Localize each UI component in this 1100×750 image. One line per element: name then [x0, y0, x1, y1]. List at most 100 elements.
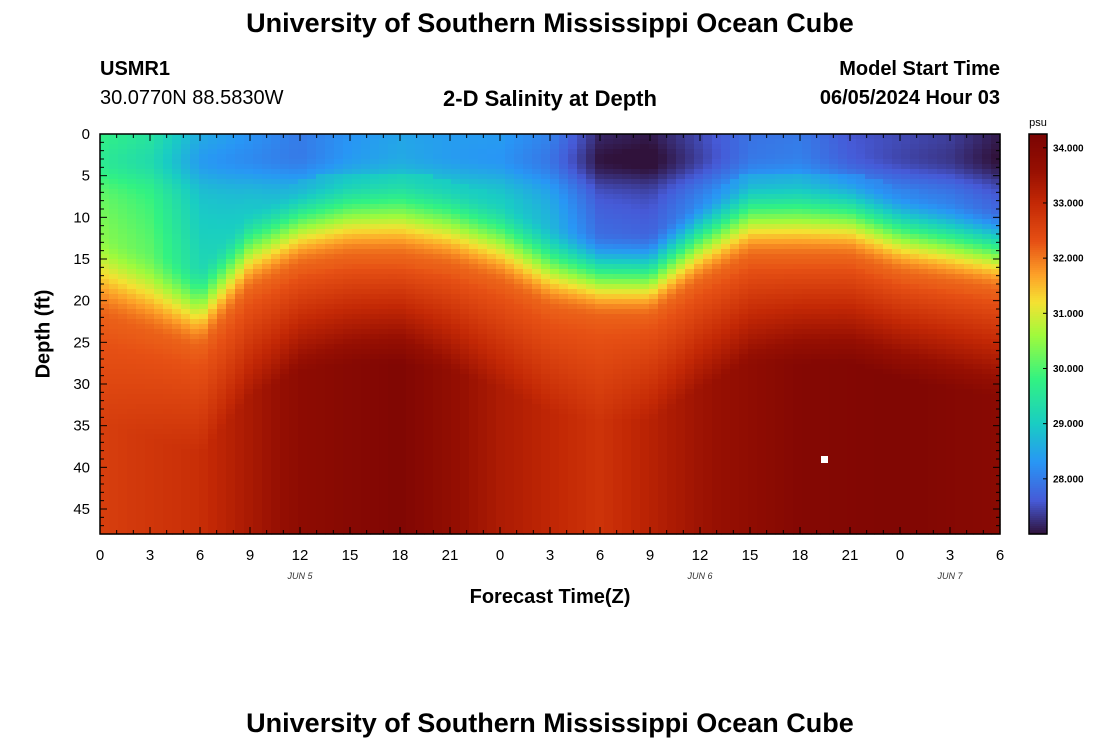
heatmap-cell [181, 134, 191, 140]
heatmap-cell [514, 504, 524, 510]
heatmap-cell [496, 404, 506, 410]
heatmap-cell [361, 279, 371, 285]
heatmap-cell [163, 524, 173, 530]
heatmap-cell [118, 529, 128, 535]
heatmap-cell [199, 319, 209, 325]
heatmap-cell [289, 444, 299, 450]
heatmap-cell [406, 204, 416, 210]
heatmap-cell [577, 514, 587, 520]
heatmap-cell [478, 319, 488, 325]
heatmap-cell [163, 389, 173, 395]
heatmap-cell [505, 354, 515, 360]
heatmap-cell [235, 389, 245, 395]
heatmap-cell [541, 219, 551, 225]
heatmap-cell [487, 359, 497, 365]
heatmap-cell [406, 389, 416, 395]
heatmap-cell [244, 309, 254, 315]
heatmap-cell [388, 484, 398, 490]
heatmap-cell [109, 134, 119, 140]
heatmap-cell [163, 484, 173, 490]
heatmap-cell [622, 349, 632, 355]
heatmap-cell [415, 524, 425, 530]
heatmap-cell [136, 399, 146, 405]
heatmap-cell [604, 329, 614, 335]
heatmap-cell [109, 404, 119, 410]
heatmap-cell [469, 449, 479, 455]
heatmap-cell [181, 304, 191, 310]
heatmap-cell [271, 394, 281, 400]
heatmap-cell [163, 384, 173, 390]
heatmap-cell [442, 414, 452, 420]
heatmap-cell [289, 194, 299, 200]
heatmap-cell [199, 144, 209, 150]
heatmap-cell [244, 244, 254, 250]
heatmap-cell [145, 179, 155, 185]
heatmap-cell [640, 349, 650, 355]
heatmap-cell [361, 494, 371, 500]
heatmap-cell [163, 474, 173, 480]
heatmap-cell [190, 454, 200, 460]
heatmap-cell [442, 339, 452, 345]
heatmap-cell [460, 289, 470, 295]
heatmap-cell [262, 359, 272, 365]
heatmap-cell [397, 434, 407, 440]
heatmap-cell [199, 524, 209, 530]
heatmap-cell [604, 444, 614, 450]
heatmap-cell [451, 234, 461, 240]
heatmap-cell [370, 224, 380, 230]
heatmap-cell [190, 144, 200, 150]
heatmap-cell [253, 254, 263, 260]
heatmap-cell [307, 494, 317, 500]
heatmap-cell [127, 509, 137, 515]
heatmap-cell [505, 254, 515, 260]
heatmap-cell [262, 449, 272, 455]
heatmap-cell [658, 269, 668, 275]
heatmap-cell [217, 239, 227, 245]
heatmap-cell [559, 244, 569, 250]
heatmap-cell [217, 519, 227, 525]
heatmap-cell [496, 449, 506, 455]
heatmap-cell [298, 254, 308, 260]
heatmap-cell [478, 384, 488, 390]
heatmap-cell [262, 194, 272, 200]
heatmap-cell [640, 154, 650, 160]
heatmap-cell [577, 434, 587, 440]
heatmap-cell [361, 464, 371, 470]
heatmap-cell [649, 149, 659, 155]
heatmap-cell [442, 394, 452, 400]
heatmap-cell [235, 424, 245, 430]
heatmap-cell [469, 499, 479, 505]
heatmap-cell [235, 284, 245, 290]
heatmap-cell [478, 244, 488, 250]
heatmap-cell [415, 144, 425, 150]
heatmap-cell [181, 239, 191, 245]
heatmap-cell [640, 144, 650, 150]
heatmap-cell [334, 149, 344, 155]
heatmap-cell [496, 249, 506, 255]
heatmap-cell [127, 179, 137, 185]
heatmap-cell [235, 209, 245, 215]
heatmap-cell [388, 214, 398, 220]
heatmap-cell [541, 244, 551, 250]
heatmap-cell [487, 179, 497, 185]
heatmap-cell [613, 484, 623, 490]
heatmap-cell [631, 364, 641, 370]
heatmap-cell [136, 334, 146, 340]
heatmap-cell [352, 279, 362, 285]
heatmap-cell [388, 139, 398, 145]
heatmap-cell [478, 149, 488, 155]
heatmap-cell [109, 169, 119, 175]
heatmap-cell [280, 524, 290, 530]
heatmap-cell [397, 139, 407, 145]
heatmap-cell [181, 199, 191, 205]
heatmap-cell [271, 139, 281, 145]
heatmap-cell [343, 134, 353, 140]
heatmap-cell [253, 529, 263, 535]
heatmap-cell [127, 134, 137, 140]
heatmap-cell [622, 324, 632, 330]
heatmap-cell [109, 349, 119, 355]
heatmap-cell [577, 299, 587, 305]
heatmap-cell [433, 399, 443, 405]
heatmap-cell [622, 404, 632, 410]
heatmap-cell [559, 404, 569, 410]
